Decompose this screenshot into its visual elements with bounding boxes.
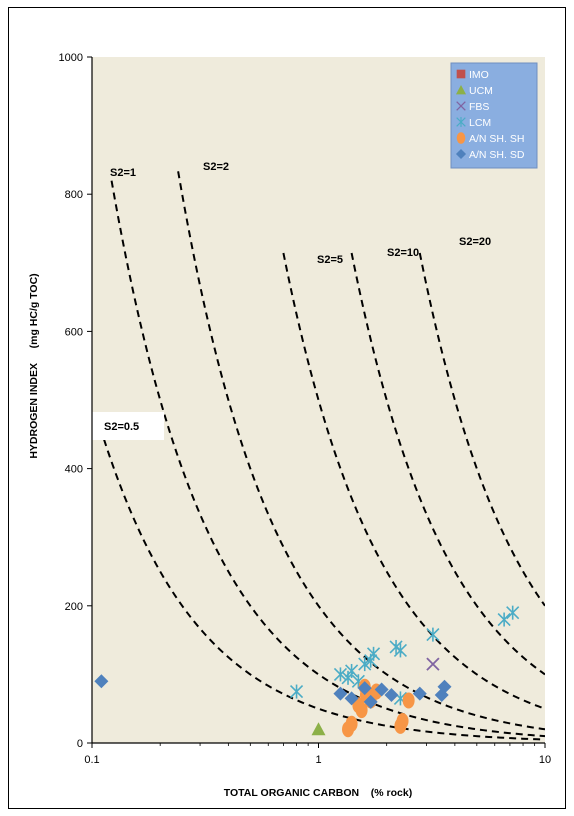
y-tick-label: 1000 [59, 52, 83, 64]
point-lcm-11 [506, 605, 520, 620]
tick-labels: 0 200 400 600 800 1000 0.1 1 10 [59, 52, 552, 766]
x-tick-label: 0.1 [84, 754, 99, 766]
x-tick-label: 10 [539, 754, 551, 766]
legend-marker [455, 84, 467, 95]
point-a-n-sh-sd-4 [363, 694, 378, 709]
point-ucm-0 [311, 722, 326, 736]
curve-label-s2-0-5: S2=0.5 [104, 421, 139, 433]
legend-item-fbs: FBS [456, 101, 489, 113]
curve-s2-1 [110, 180, 545, 738]
point-lcm-0 [289, 684, 304, 699]
point-fbs-0 [426, 657, 440, 671]
curve-label-box [92, 412, 164, 440]
legend: IMO UCM FBS LCM A/N SH. SH A/N SH. SD [450, 62, 538, 169]
s2-curves [95, 171, 545, 741]
y-axis-title: HYDROGEN INDEX (mg HC/g TOC) [28, 273, 40, 458]
point-lcm-13 [345, 663, 359, 678]
legend-label: A/N SH. SD [469, 149, 525, 161]
y-tick-label: 600 [65, 326, 83, 338]
curve-s2-5 [282, 252, 545, 710]
legend-label: LCM [469, 117, 491, 129]
curve-label-s2-5: S2=5 [317, 254, 343, 266]
data-points [94, 605, 520, 738]
legend-label: IMO [469, 69, 489, 81]
curve-label-s2-20: S2=20 [459, 236, 491, 248]
point-a-n-sh-sd-7 [412, 686, 427, 701]
legend-marker [456, 116, 466, 128]
legend-label: FBS [469, 101, 489, 113]
point-a-n-sh-sd-5 [374, 682, 389, 697]
legend-item-ucm: UCM [455, 84, 493, 97]
x-axis-title: TOTAL ORGANIC CARBON (% rock) [224, 787, 412, 799]
curve-s2-10 [350, 252, 545, 676]
curve-label-s2-10: S2=10 [387, 247, 419, 259]
point-a-n-sh-sh-9 [396, 713, 409, 730]
axes [87, 56, 546, 748]
point-a-n-sh-sd-2 [344, 691, 359, 706]
point-lcm-10 [497, 612, 511, 627]
point-a-n-sh-sh-10 [402, 692, 415, 709]
point-lcm-4 [358, 657, 372, 672]
legend-item-imo: IMO [456, 69, 489, 81]
point-a-n-sh-sh-1 [345, 715, 358, 732]
point-lcm-1 [333, 667, 348, 682]
y-tick-label: 0 [77, 738, 83, 750]
point-a-n-sh-sd-0 [94, 674, 109, 689]
legend-marker [456, 101, 466, 111]
legend-label: UCM [469, 85, 493, 97]
curve-label-s2-2: S2=2 [203, 161, 229, 173]
point-a-n-sh-sd-1 [333, 686, 348, 701]
point-a-n-sh-sd-9 [437, 679, 452, 694]
curve-s2-20 [418, 252, 545, 607]
s2-curve-labels: S2=0.5 S2=1 S2=2 S2=5 S2=10 S2=20 [92, 161, 491, 440]
curve-s2-2 [177, 171, 545, 731]
legend-marker [456, 69, 466, 79]
legend-item-lcm: LCM [456, 116, 491, 129]
curve-label-s2-1: S2=1 [110, 167, 136, 179]
point-a-n-sh-sh-3 [355, 702, 368, 719]
legend-marker [456, 132, 466, 144]
x-tick-label: 1 [315, 754, 321, 766]
y-tick-label: 800 [65, 189, 83, 201]
legend-item-a-n-sh-sh: A/N SH. SH [456, 132, 524, 145]
y-tick-label: 400 [65, 464, 83, 476]
point-a-n-sh-sd-3 [357, 681, 372, 696]
point-lcm-8 [393, 643, 407, 658]
plot-area [92, 57, 545, 743]
legend-label: A/N SH. SH [469, 133, 524, 145]
curve-s2-0-5 [95, 416, 545, 741]
point-lcm-6 [366, 646, 381, 661]
y-tick-label: 200 [65, 601, 83, 613]
point-lcm-9 [426, 627, 440, 642]
legend-box [450, 62, 538, 169]
point-a-n-sh-sd-6 [384, 687, 399, 702]
